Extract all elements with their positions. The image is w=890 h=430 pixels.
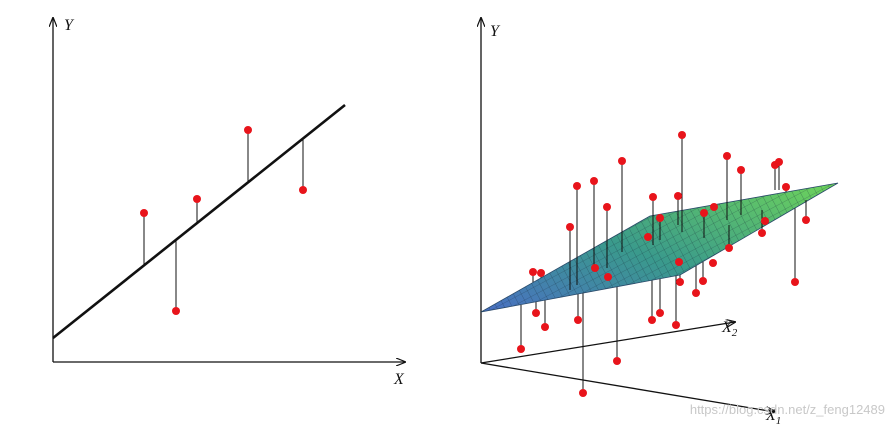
x1-axis bbox=[480, 362, 775, 412]
data-point bbox=[700, 209, 708, 217]
y-label: Y bbox=[490, 23, 501, 40]
data-point bbox=[699, 277, 707, 285]
data-point bbox=[573, 182, 581, 190]
data-point bbox=[692, 289, 700, 297]
data-point bbox=[709, 259, 717, 267]
data-point bbox=[802, 216, 810, 224]
data-point bbox=[656, 309, 664, 317]
data-point bbox=[541, 323, 549, 331]
data-point bbox=[574, 316, 582, 324]
data-point bbox=[782, 183, 790, 191]
data-point bbox=[590, 177, 598, 185]
left-panel: Y X bbox=[53, 17, 405, 388]
data-point bbox=[674, 192, 682, 200]
data-point bbox=[723, 152, 731, 160]
x2-label-main: X bbox=[721, 319, 733, 336]
x2-label: X2 bbox=[721, 319, 738, 339]
data-point bbox=[591, 264, 599, 272]
data-point bbox=[529, 268, 537, 276]
regression-line bbox=[52, 103, 346, 340]
data-point bbox=[299, 186, 307, 194]
residuals bbox=[140, 126, 307, 315]
data-point bbox=[604, 273, 612, 281]
x1-label: X1 bbox=[765, 407, 781, 427]
data-point bbox=[656, 214, 664, 222]
data-point bbox=[613, 357, 621, 365]
data-point bbox=[761, 217, 769, 225]
data-point bbox=[775, 158, 783, 166]
data-point bbox=[644, 233, 652, 241]
data-point bbox=[791, 278, 799, 286]
x2-axis bbox=[480, 322, 735, 364]
data-point bbox=[517, 345, 525, 353]
data-point bbox=[193, 195, 201, 203]
data-point bbox=[172, 307, 180, 315]
x-label: X bbox=[393, 371, 405, 388]
x2-label-sub: 2 bbox=[732, 327, 738, 339]
data-point bbox=[678, 131, 686, 139]
data-point bbox=[725, 244, 733, 252]
right-panel: Y X2 X1 bbox=[480, 18, 839, 427]
x1-label-sub: 1 bbox=[776, 415, 782, 427]
data-point bbox=[710, 203, 718, 211]
data-point bbox=[648, 316, 656, 324]
data-point bbox=[649, 193, 657, 201]
data-point bbox=[676, 278, 684, 286]
data-point bbox=[579, 389, 587, 397]
data-point bbox=[737, 166, 745, 174]
data-point bbox=[672, 321, 680, 329]
data-point bbox=[532, 309, 540, 317]
y-label: Y bbox=[64, 17, 75, 34]
data-point bbox=[244, 126, 252, 134]
data-point bbox=[537, 269, 545, 277]
points bbox=[517, 131, 810, 397]
data-point bbox=[140, 209, 148, 217]
watermark: https://blog.csdn.net/z_feng12489 bbox=[690, 402, 885, 417]
x1-label-main: X bbox=[765, 407, 777, 424]
data-point bbox=[603, 203, 611, 211]
data-point bbox=[618, 157, 626, 165]
data-point bbox=[566, 223, 574, 231]
data-point bbox=[675, 258, 683, 266]
data-point bbox=[758, 229, 766, 237]
